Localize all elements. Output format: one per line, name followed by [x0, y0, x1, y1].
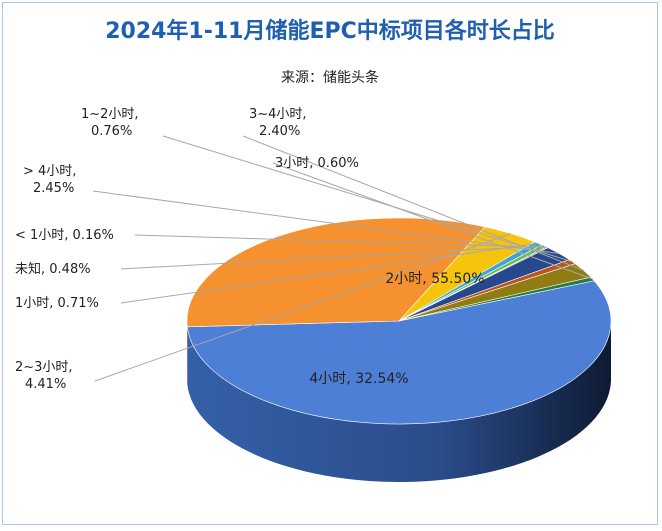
data-label-unknown: 未知, 0.48% — [15, 261, 91, 277]
data-label-3h: 3小时, 0.60% — [275, 156, 359, 171]
data-label-1h: 1小时, 0.71% — [15, 296, 99, 311]
chart-frame: 2024年1-11月储能EPC中标项目各时长占比 来源：储能头条 2小时, 55… — [2, 2, 658, 525]
data-label-gt4h-line2: 2.45% — [33, 181, 74, 196]
data-label-4h: 4小时, 32.54% — [309, 371, 408, 387]
data-label-1-2h-line2: 0.76% — [91, 124, 132, 139]
data-label-1-2h-line1: 1~2小时, — [81, 107, 139, 122]
data-label-lt1h: < 1小时, 0.16% — [15, 228, 114, 243]
data-label-2-3h-line1: 2~3小时, — [15, 360, 73, 375]
pie-chart: 2小时, 55.50% 4小时, 32.54% 2~3小时, 4.41% 1小时, 0.… — [3, 3, 659, 526]
data-label-2-3h-line2: 4.41% — [25, 377, 66, 392]
data-label-2h: 2小时, 55.50% — [385, 271, 484, 287]
data-label-3-4h-line1: 3~4小时, — [249, 107, 307, 122]
data-label-gt4h-line1: > 4小时, — [23, 164, 76, 179]
data-label-3-4h-line2: 2.40% — [259, 124, 300, 139]
